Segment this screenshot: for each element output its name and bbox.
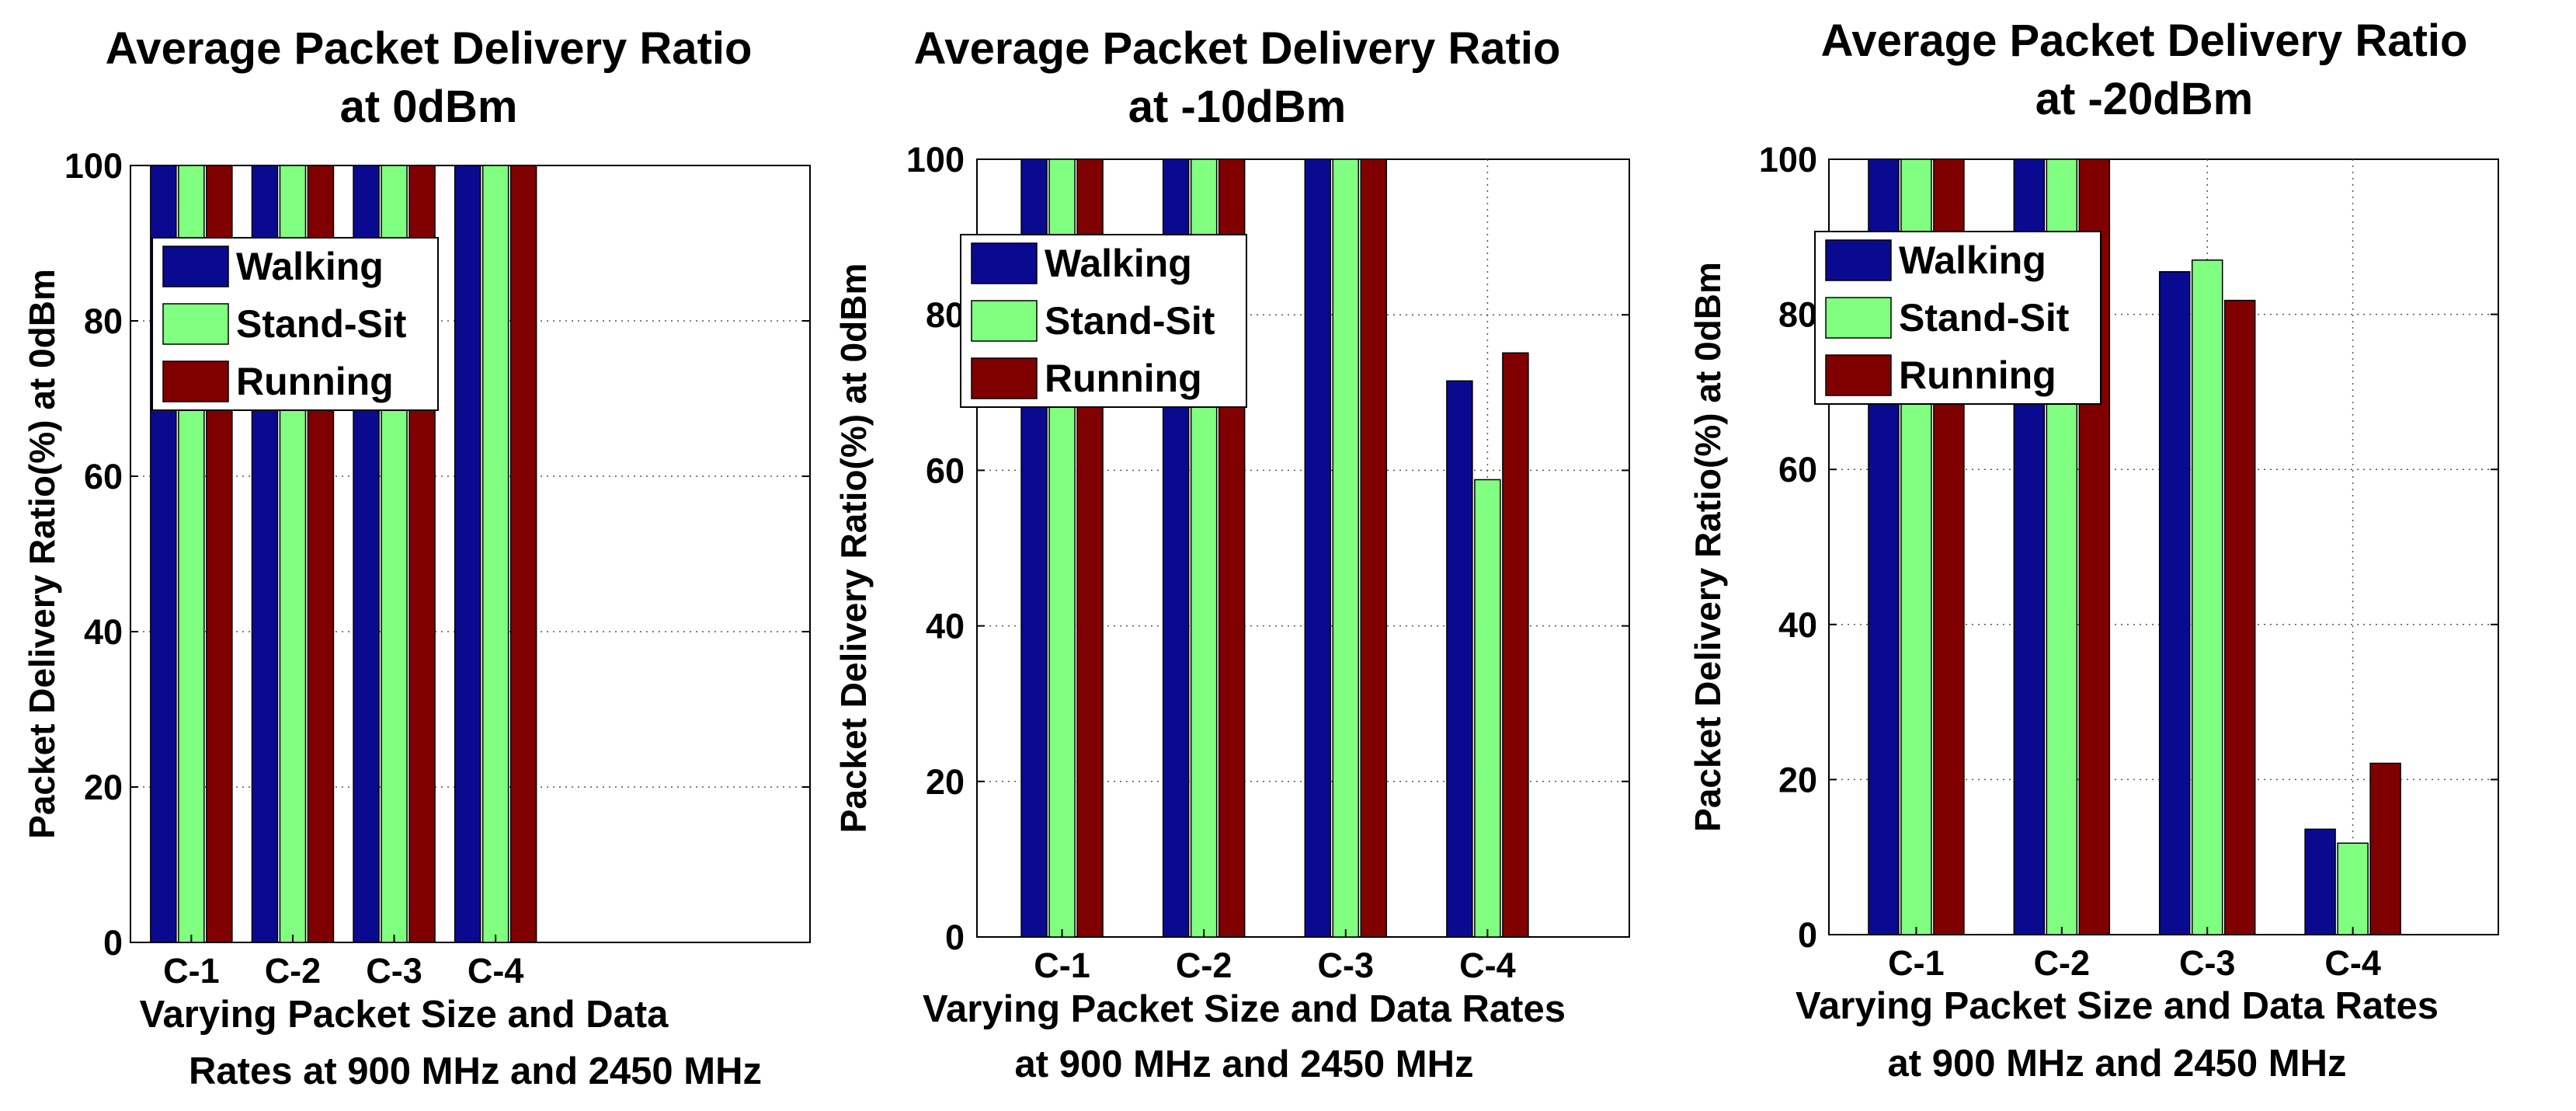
legend-label-stand-sit: Stand-Sit xyxy=(1899,296,2070,340)
chart-panel-3: 0 20 40 60 80 100 C-1 C-2 C-3 C-4 Average Packet D… xyxy=(1688,16,2499,1085)
x-tick-label: C-4 xyxy=(468,951,524,991)
bar-walking-c-3 xyxy=(1304,158,1332,938)
chart-title: Average Packet Delivery Ratio xyxy=(914,23,1561,74)
legend-label-stand-sit: Stand-Sit xyxy=(236,302,407,346)
x-axis-label: at 900 MHz and 2450 MHz xyxy=(1888,1043,2347,1085)
x-axis-label: Rates at 900 MHz and 2450 MHz xyxy=(189,1050,762,1092)
bar-stand-sit-c-4 xyxy=(1474,479,1501,938)
x-tick-label: C-4 xyxy=(1459,946,1516,985)
x-axis-label: Varying Packet Size and Data xyxy=(140,994,669,1036)
x-tick-label: C-1 xyxy=(1034,946,1090,985)
y-tick-label: 0 xyxy=(1798,915,1817,955)
bar-walking-c-4 xyxy=(454,165,481,943)
y-axis-label: Packet Delivery Ratio(%) at 0dBm xyxy=(22,269,62,839)
chart-title: at -20dBm xyxy=(2035,74,2253,124)
y-tick-label: 80 xyxy=(926,295,965,335)
legend-swatch-stand-sit xyxy=(162,303,229,345)
x-tick-label: C-3 xyxy=(366,951,422,991)
x-tick-label: C-1 xyxy=(1888,943,1945,983)
x-tick-label: C-2 xyxy=(1176,946,1232,985)
bar-running-c-3 xyxy=(2223,299,2256,935)
legend-label-running: Running xyxy=(1899,354,2056,397)
y-tick-label: 0 xyxy=(945,918,965,957)
bar-walking-c-4 xyxy=(1446,380,1473,938)
bar-running-c-3 xyxy=(1360,158,1388,938)
legend-swatch-stand-sit xyxy=(971,300,1038,342)
y-tick-label: 80 xyxy=(84,301,123,341)
legend-label-running: Running xyxy=(1045,357,1202,400)
chart-panel-1: 0 20 40 60 80 100 C-1 C-2 C-3 C-4 Average Packet D… xyxy=(22,23,811,1092)
legend-label-walking: Walking xyxy=(236,245,384,288)
legend-label-stand-sit: Stand-Sit xyxy=(1045,299,1215,343)
bar-stand-sit-c-3 xyxy=(2191,259,2223,935)
y-tick-label: 100 xyxy=(64,146,123,186)
chart-title: at -10dBm xyxy=(1128,82,1346,132)
y-tick-label: 100 xyxy=(906,140,965,179)
x-tick-label: C-4 xyxy=(2324,943,2381,983)
chart-title: Average Packet Delivery Ratio xyxy=(1821,16,2468,66)
y-axis-label: Packet Delivery Ratio(%) at 0dBm xyxy=(1688,262,1728,832)
y-tick-label: 80 xyxy=(1778,295,1817,335)
legend-swatch-running xyxy=(1825,354,1892,396)
bar-stand-sit-c-3 xyxy=(1332,158,1360,938)
legend: Walking Stand-Sit Running xyxy=(1814,231,2101,405)
legend-label-walking: Walking xyxy=(1899,239,2046,282)
x-tick-label: C-3 xyxy=(1318,946,1375,985)
legend: Walking Stand-Sit Running xyxy=(960,234,1247,408)
x-tick-label: C-3 xyxy=(2179,943,2236,983)
y-tick-label: 20 xyxy=(926,762,965,802)
y-tick-label: 60 xyxy=(1778,450,1817,489)
bar-running-c-4 xyxy=(509,165,537,943)
y-tick-label: 20 xyxy=(1778,760,1817,799)
x-tick-label: C-2 xyxy=(265,951,322,991)
bar-walking-c-4 xyxy=(2304,828,2336,935)
bar-stand-sit-c-4 xyxy=(481,165,509,943)
bar-running-c-4 xyxy=(2369,762,2401,935)
legend-swatch-running xyxy=(971,357,1038,399)
y-tick-label: 40 xyxy=(926,607,965,646)
legend-label-walking: Walking xyxy=(1045,242,1192,285)
legend-swatch-stand-sit xyxy=(1825,297,1892,339)
y-tick-label: 20 xyxy=(84,768,123,807)
y-tick-label: 40 xyxy=(84,612,123,652)
x-tick-label: C-1 xyxy=(163,951,220,991)
legend-swatch-running xyxy=(162,360,229,402)
y-tick-label: 100 xyxy=(1759,140,1817,179)
x-axis-label: Varying Packet Size and Data Rates xyxy=(923,988,1566,1030)
y-tick-label: 40 xyxy=(1778,605,1817,645)
y-axis-label: Packet Delivery Ratio(%) at 0dBm xyxy=(833,263,874,834)
legend: Walking Stand-Sit Running xyxy=(151,237,439,411)
chart-title: Average Packet Delivery Ratio xyxy=(106,23,753,74)
legend-swatch-walking xyxy=(162,246,229,287)
y-tick-label: 0 xyxy=(103,923,123,963)
bar-stand-sit-c-4 xyxy=(2337,842,2369,935)
y-tick-label: 60 xyxy=(84,457,123,496)
chart-panel-2: 0 20 40 60 80 100 C-1 C-2 C-3 C-4 Average Packet D… xyxy=(833,23,1630,1085)
legend-label-running: Running xyxy=(236,360,394,403)
bar-walking-c-3 xyxy=(2158,270,2191,935)
x-tick-label: C-2 xyxy=(2034,943,2091,983)
legend-swatch-walking xyxy=(1825,239,1892,281)
x-axis-label: at 900 MHz and 2450 MHz xyxy=(1015,1043,1474,1085)
bar-running-c-4 xyxy=(1502,352,1529,938)
legend-swatch-walking xyxy=(971,242,1038,284)
chart-title: at 0dBm xyxy=(340,82,518,132)
y-tick-label: 60 xyxy=(926,451,965,490)
x-axis-label: Varying Packet Size and Data Rates xyxy=(1796,985,2439,1027)
